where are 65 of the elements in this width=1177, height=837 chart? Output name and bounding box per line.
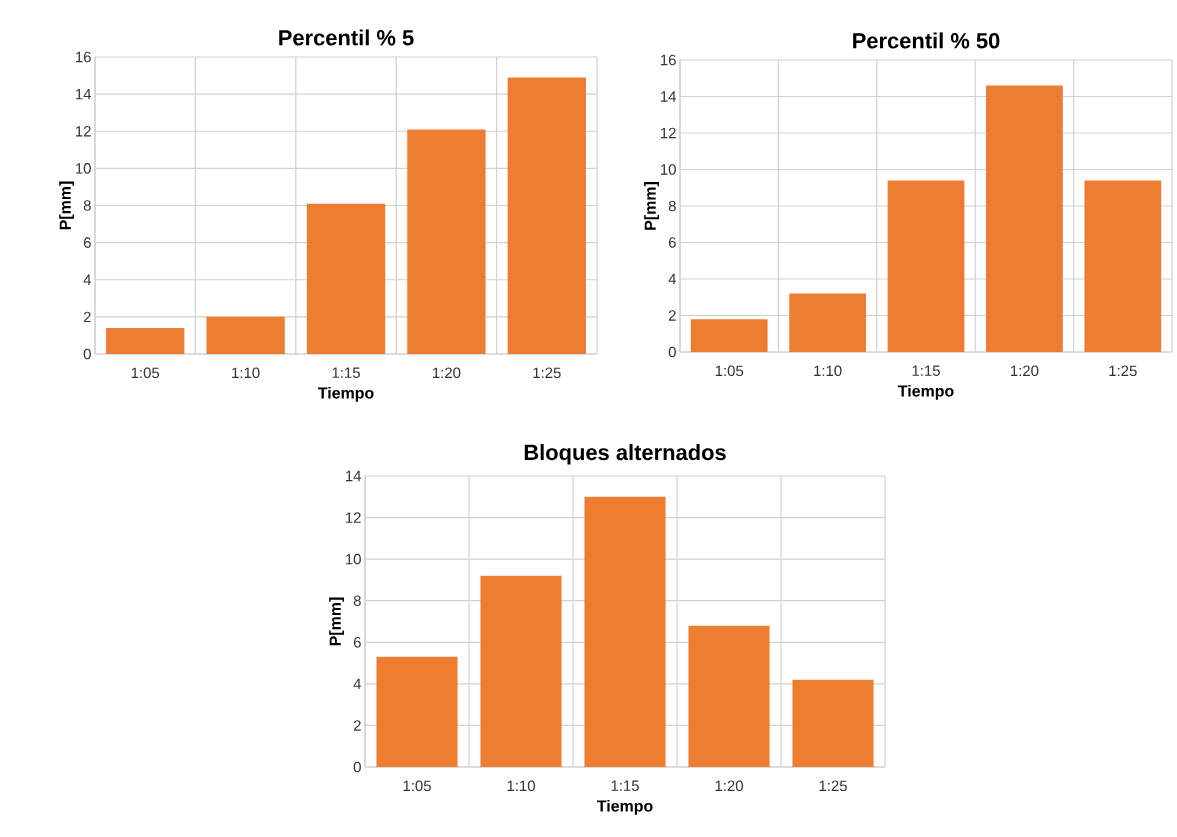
bar (690, 319, 768, 352)
y-tick-label: 2 (353, 720, 361, 731)
x-tick-label: 1:15 (912, 365, 940, 376)
chart-title: Bloques alternados (524, 444, 726, 465)
x-tick-label: 1:20 (1011, 365, 1039, 377)
x-tick-label: 1:05 (403, 780, 431, 792)
y-tick-label: 4 (83, 274, 92, 285)
x-axis-title: Tiempo (317, 386, 374, 402)
bar (306, 203, 386, 354)
bar (206, 316, 285, 354)
y-tick-label: 6 (353, 636, 361, 648)
bar (789, 293, 866, 352)
x-tick-label: 1:25 (819, 780, 847, 792)
bar (887, 180, 965, 352)
y-tick-label: 16 (76, 51, 91, 63)
y-tick-label: 12 (346, 512, 361, 523)
bar (688, 625, 770, 767)
y-tick-label: 14 (76, 88, 92, 100)
y-tick-label: 10 (346, 553, 361, 565)
y-tick-label: 8 (83, 200, 91, 211)
y-tick-label: 10 (661, 164, 676, 175)
y-tick-label: 0 (353, 761, 361, 773)
x-tick-label: 1:20 (715, 780, 743, 792)
x-tick-label: 1:15 (611, 780, 639, 791)
x-tick-label: 1:25 (1109, 365, 1137, 377)
x-axis-title: Tiempo (897, 384, 954, 400)
y-tick-label: 6 (668, 237, 676, 248)
y-tick-label: 8 (668, 200, 676, 212)
bar (376, 656, 458, 767)
y-axis-title: P[mm] (644, 182, 660, 230)
y-tick-label: 16 (661, 54, 676, 66)
bar (986, 85, 1063, 352)
y-tick-label: 4 (668, 273, 677, 285)
bar (584, 496, 666, 767)
y-tick-label: 0 (668, 346, 676, 358)
chart-title: Percentil % 50 (853, 32, 1000, 49)
x-tick-label: 1:10 (507, 780, 535, 792)
y-tick-label: 0 (83, 348, 91, 360)
y-tick-label: 8 (353, 595, 361, 606)
y-tick-label: 14 (661, 91, 677, 102)
y-axis-title: P[mm] (59, 181, 75, 230)
bar (480, 575, 562, 767)
chart-title: Percentil % 5 (279, 29, 414, 46)
x-axis-title: Tiempo (596, 799, 653, 815)
bar (507, 77, 586, 354)
x-tick-label: 1:10 (232, 367, 260, 379)
y-tick-label: 2 (83, 311, 91, 323)
bar (106, 328, 185, 354)
y-tick-label: 2 (668, 310, 676, 321)
y-tick-label: 12 (76, 126, 91, 137)
x-tick-label: 1:05 (131, 367, 160, 379)
y-tick-label: 6 (83, 237, 91, 248)
x-tick-label: 1:10 (814, 365, 842, 377)
y-tick-label: 4 (353, 678, 362, 689)
x-tick-label: 1:05 (715, 365, 744, 377)
bar (1084, 180, 1162, 352)
y-tick-label: 14 (346, 470, 362, 482)
bar (792, 679, 874, 767)
x-tick-label: 1:20 (433, 367, 461, 379)
y-tick-label: 12 (661, 127, 676, 139)
x-tick-label: 1:25 (533, 367, 561, 379)
y-axis-title: P[mm] (329, 597, 345, 646)
bar (407, 129, 486, 354)
x-tick-label: 1:15 (332, 367, 360, 378)
y-tick-label: 10 (76, 163, 91, 174)
